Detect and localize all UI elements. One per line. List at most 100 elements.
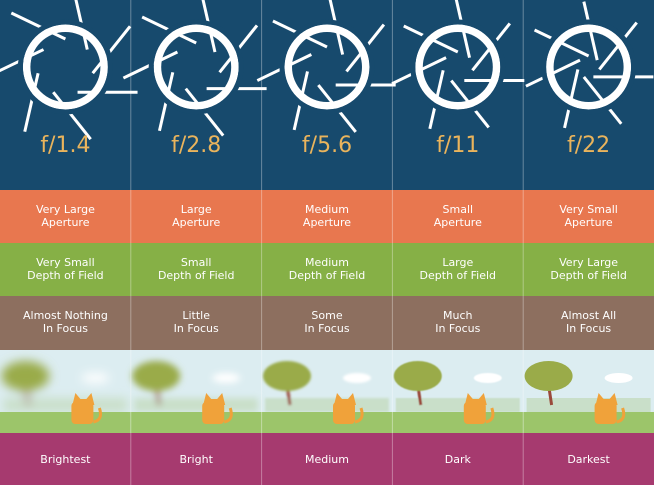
focus-label: In Focus xyxy=(566,322,611,335)
ground xyxy=(261,412,393,433)
aperture-mask xyxy=(546,24,632,110)
aperture-label: Very Large xyxy=(36,203,95,216)
depth-label: Depth of Field xyxy=(158,269,235,282)
ground xyxy=(0,412,131,433)
focus-label: In Focus xyxy=(304,322,349,335)
hedge xyxy=(526,398,651,412)
f-stop: f/2.8 xyxy=(171,133,221,158)
aperture-band xyxy=(0,190,654,243)
scene xyxy=(523,361,654,433)
cat-tail xyxy=(223,407,233,424)
aperture-mask-outer xyxy=(148,19,244,115)
aperture-blade xyxy=(525,58,581,88)
aperture-blade xyxy=(74,0,89,50)
scene xyxy=(0,361,131,433)
depth-label: Depth of Field xyxy=(289,269,366,282)
brightness-label: Brightest xyxy=(40,453,91,466)
focus-label: In Focus xyxy=(174,322,219,335)
cat-head xyxy=(464,393,487,405)
cat-body xyxy=(463,402,486,424)
f-stop: f/1.4 xyxy=(40,133,90,158)
focus-label: In Focus xyxy=(43,322,88,335)
cat-head xyxy=(595,393,618,405)
depth-label: Depth of Field xyxy=(550,269,627,282)
ground xyxy=(392,412,524,433)
depth-band xyxy=(0,243,654,296)
scene xyxy=(130,361,262,433)
aperture-inner xyxy=(30,32,101,102)
tree-crown xyxy=(393,361,442,391)
aperture-mask-outer xyxy=(17,19,113,115)
aperture-label: Aperture xyxy=(565,216,613,229)
aperture-mask-outer xyxy=(410,19,506,115)
aperture-label: Medium xyxy=(305,203,349,216)
aperture-label: Small xyxy=(443,203,474,216)
aperture-blade xyxy=(91,25,132,75)
cat-tail xyxy=(616,407,626,424)
hedge xyxy=(265,398,389,412)
scene-background xyxy=(263,361,389,412)
scene-background xyxy=(132,361,259,412)
depth-label: Very Small xyxy=(36,256,95,269)
brightness-label: Dark xyxy=(445,453,472,466)
focus-label: In Focus xyxy=(435,322,480,335)
depth-label: Very Large xyxy=(559,256,618,269)
scene-background xyxy=(524,361,651,412)
aperture-inner xyxy=(422,32,493,102)
aperture-mask xyxy=(415,24,501,110)
focus-label: Almost All xyxy=(561,309,616,322)
hedge xyxy=(395,398,520,412)
aperture-blade xyxy=(23,72,40,133)
scene-background xyxy=(1,361,128,412)
scene xyxy=(392,361,524,433)
aperture-mask xyxy=(153,24,239,110)
aperture-blade xyxy=(52,91,92,141)
depth-label: Depth of Field xyxy=(27,269,104,282)
cat-head xyxy=(203,393,226,405)
depth-label: Large xyxy=(442,256,473,269)
aperture-icon xyxy=(525,1,654,129)
depth-label: Small xyxy=(181,256,212,269)
aperture-icon xyxy=(122,0,267,137)
depth-label: Medium xyxy=(305,256,349,269)
aperture-inner xyxy=(553,32,624,102)
aperture-mask-outer xyxy=(279,19,375,115)
cat-head xyxy=(334,393,356,405)
cloud xyxy=(473,373,502,383)
aperture-mask xyxy=(284,24,370,110)
scene-background xyxy=(393,361,520,412)
focus-label: Almost Nothing xyxy=(23,309,108,322)
f-stop: f/5.6 xyxy=(302,133,352,158)
brightness-label: Medium xyxy=(305,453,349,466)
cloud xyxy=(604,373,633,383)
aperture-label: Aperture xyxy=(434,216,482,229)
aperture-label: Large xyxy=(181,203,212,216)
aperture-blade xyxy=(533,28,590,58)
cat-body xyxy=(71,402,94,424)
tree-crown xyxy=(132,361,181,391)
tree-crown xyxy=(1,361,50,391)
aperture-blade xyxy=(598,21,638,71)
cat-tail xyxy=(354,407,364,424)
focus-label: Little xyxy=(182,309,210,322)
hedge xyxy=(134,398,259,412)
aperture-mask-outer xyxy=(541,19,637,115)
cloud xyxy=(212,373,241,383)
brightness-label: Darkest xyxy=(567,453,610,466)
aperture-icon xyxy=(391,0,525,130)
f-stop: f/11 xyxy=(436,133,479,158)
aperture-label: Aperture xyxy=(303,216,351,229)
aperture-blade xyxy=(582,75,623,125)
focus-label: Some xyxy=(311,309,342,322)
aperture-icon xyxy=(256,0,396,133)
brightness-label: Bright xyxy=(179,453,213,466)
depth-label: Depth of Field xyxy=(420,269,497,282)
aperture-blade xyxy=(582,1,599,61)
aperture-icon xyxy=(0,0,138,141)
scene xyxy=(261,361,393,433)
aperture-blade xyxy=(563,69,580,129)
cat-body xyxy=(594,402,617,424)
aperture-blade xyxy=(10,11,67,41)
tree-crown xyxy=(524,361,573,391)
